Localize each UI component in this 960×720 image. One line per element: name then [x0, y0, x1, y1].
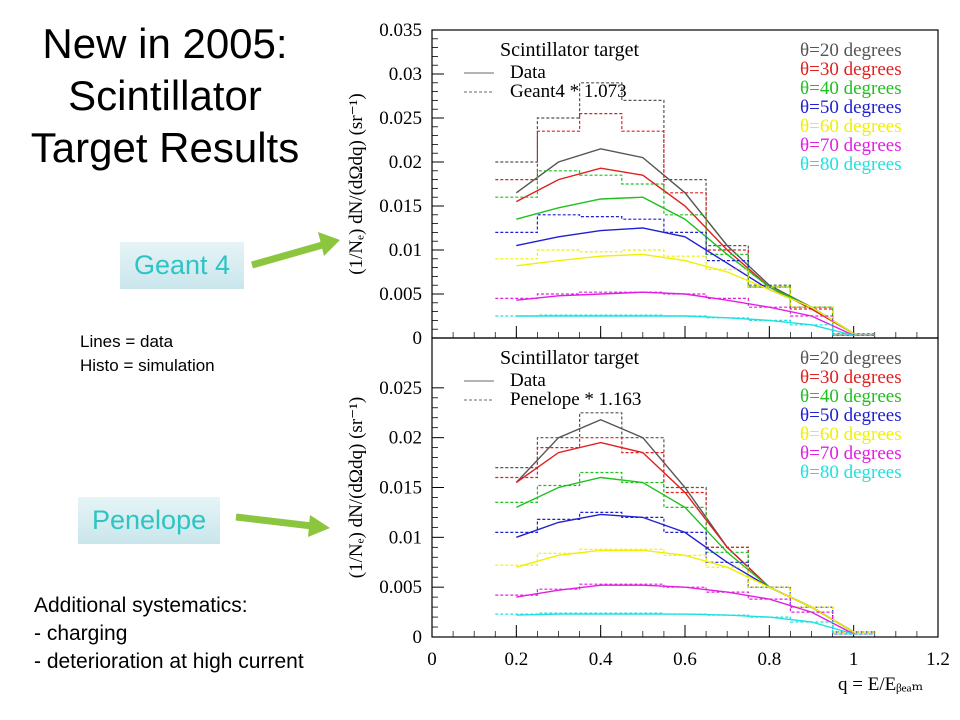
data-line-40: [516, 196, 855, 335]
y-tick-label: 0.025: [379, 108, 422, 129]
sim-histogram-70: [495, 583, 875, 635]
x-tick-label: 0.2: [504, 649, 528, 670]
slide-title: New in 2005: Scintillator Target Results: [0, 18, 330, 174]
legend-sim-label: Geant4 * 1.073: [510, 81, 627, 102]
legend-entry: θ=50 degrees: [800, 405, 902, 426]
y-tick-label: 0: [413, 627, 423, 648]
data-line-60: [516, 253, 855, 335]
y-tick-label: 0.015: [379, 478, 422, 499]
legend-entry: θ=70 degrees: [800, 443, 902, 464]
x-tick-label: 0.4: [589, 649, 613, 670]
legend-entry: θ=20 degrees: [800, 348, 902, 369]
data-line-60: [516, 549, 855, 633]
legend-data-label: Data: [510, 370, 546, 391]
systematics-item-deterioration: - deterioration at high current: [34, 650, 304, 673]
sim-histogram-30: [495, 113, 875, 335]
x-tick-label: 0.6: [673, 649, 697, 670]
sim-histogram-60: [495, 548, 875, 633]
y-tick-label: 0: [413, 328, 423, 349]
title-line-1: New in 2005:: [42, 20, 288, 67]
x-tick-label: 0: [427, 649, 437, 670]
legend-entry: θ=50 degrees: [800, 97, 902, 118]
y-tick-label: 0.03: [389, 64, 422, 85]
geant-label: Geant 4: [120, 242, 245, 289]
legend-entry: θ=20 degrees: [800, 40, 902, 61]
penelope-label: Penelope: [78, 497, 221, 544]
data-line-50: [516, 227, 855, 335]
title-line-2: Scintillator: [68, 72, 262, 119]
legend-entry: θ=60 degrees: [800, 424, 902, 445]
y-axis-label: (1/Nₑ) dN/(dΩdq) (sr⁻¹): [346, 93, 367, 274]
chart-panel-top: 0 0.005 0.01 0.015 0.02 0.025 0.03 0.035 (1/Nₑ) …: [346, 20, 939, 349]
note-line-data: Lines = data: [80, 332, 174, 351]
data-line-20: [515, 148, 855, 335]
systematics-item-charging: - charging: [34, 622, 128, 645]
legend-sim-label: Penelope * 1.163: [510, 389, 641, 410]
legend-title: Scintillator target: [500, 39, 639, 61]
x-tick-label: 1: [849, 649, 859, 670]
lines-histo-note: Lines = data Histo = simulation: [80, 330, 215, 378]
y-tick-label: 0.01: [389, 527, 422, 548]
sim-histogram-60: [495, 249, 875, 335]
legend-entry: θ=40 degrees: [800, 78, 902, 99]
sim-histogram-40: [495, 170, 875, 335]
x-tick-label: 1.2: [926, 649, 950, 670]
sim-histogram-80: [495, 612, 875, 635]
legend-entry: θ=80 degrees: [800, 154, 902, 175]
data-line-70: [516, 584, 855, 635]
y-tick-label: 0.005: [379, 577, 422, 598]
legend-entry: θ=40 degrees: [800, 386, 902, 407]
chart-panel-bottom: 0 0.005 0.01 0.015 0.02 0.025 0 0.2 0.4 0.6 0.8 1 1.…: [346, 337, 950, 695]
y-tick-label: 0.035: [379, 20, 422, 41]
y-axis-label: (1/Nₑ) dN/(dΩdq) (sr⁻¹): [346, 397, 367, 578]
systematics-note: Additional systematics: - charging - det…: [34, 592, 304, 676]
legend-title: Scintillator target: [500, 347, 639, 369]
x-axis-label: q = E/Eᵦₑₐₘ: [838, 674, 924, 695]
y-tick-label: 0.015: [379, 196, 422, 217]
y-tick-label: 0.02: [389, 152, 422, 173]
sim-histogram-80: [495, 314, 875, 336]
title-line-3: Target Results: [30, 124, 300, 171]
systematics-heading: Additional systematics:: [34, 594, 248, 617]
y-tick-label: 0.025: [379, 378, 422, 399]
y-tick-label: 0.02: [389, 428, 422, 449]
legend-entry: θ=60 degrees: [800, 116, 902, 137]
legend-data-label: Data: [510, 62, 546, 83]
legend-entry: θ=70 degrees: [800, 135, 902, 156]
x-tick-label: 0.8: [757, 649, 781, 670]
legend-entry: θ=80 degrees: [800, 462, 902, 483]
sim-histogram-40: [495, 471, 875, 633]
legend-entry: θ=30 degrees: [800, 367, 902, 388]
y-tick-label: 0.005: [379, 284, 422, 305]
legend-entry: θ=30 degrees: [800, 59, 902, 80]
y-tick-label: 0.01: [389, 240, 422, 261]
note-line-sim: Histo = simulation: [80, 356, 215, 375]
